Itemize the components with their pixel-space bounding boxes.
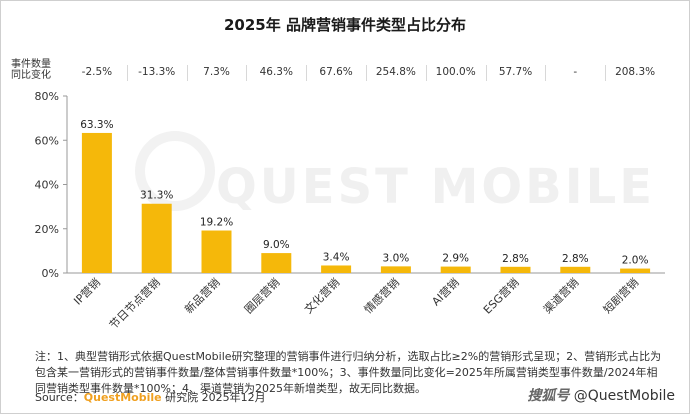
bar xyxy=(261,253,292,273)
yoy-separator xyxy=(425,65,427,81)
footnote: 注：1、典型营销形式依据QuestMobile研究整理的营销事件进行归纳分析，选… xyxy=(35,350,662,395)
data-label: 19.2% xyxy=(200,217,233,229)
data-label: 63.3% xyxy=(80,119,113,131)
yoy-separator xyxy=(186,65,188,81)
yoy-change-value: 57.7% xyxy=(498,66,533,78)
data-label: 2.8% xyxy=(562,253,589,265)
bar xyxy=(620,268,651,273)
yoy-separator xyxy=(605,65,607,81)
category-label: 节日节点营销 xyxy=(106,275,163,332)
bar xyxy=(500,266,531,273)
bar xyxy=(141,203,172,273)
y-tick-label: 40% xyxy=(35,179,59,192)
yoy-separator xyxy=(366,65,367,81)
category-label: 圈层营销 xyxy=(241,275,282,316)
brand-tag-handle: @QuestMobile xyxy=(573,388,675,404)
category-label: IP营销 xyxy=(71,275,103,307)
data-label: 3.0% xyxy=(383,252,410,264)
yoy-label-line2: 同比变化 xyxy=(11,70,51,81)
source-suffix: 研究院 2025年12月 xyxy=(161,391,266,404)
bar xyxy=(380,266,411,273)
watermark-logo xyxy=(135,131,215,211)
data-label: 2.9% xyxy=(442,253,469,265)
yoy-change-value: -13.3% xyxy=(138,66,176,78)
category-label: 渠道营销 xyxy=(540,275,581,316)
category-label: 文化营销 xyxy=(301,275,342,316)
chart-title: 2025年 品牌营销事件类型占比分布 xyxy=(224,16,466,34)
yoy-change-value: 7.3% xyxy=(203,66,230,78)
yoy-change-value: 100.0% xyxy=(435,66,476,78)
category-label: AI营销 xyxy=(429,275,462,308)
yoy-change-value: - xyxy=(573,66,578,78)
data-label: 2.0% xyxy=(622,255,649,267)
source-brand: QuestMobile xyxy=(83,391,162,404)
yoy-separator xyxy=(306,65,308,81)
brand-tag: 搜狐号 @QuestMobile xyxy=(527,385,675,405)
bar xyxy=(321,265,352,273)
sohu-logo-icon: 搜狐号 xyxy=(527,388,570,404)
bar xyxy=(560,266,591,273)
yoy-change-value: 67.6% xyxy=(319,66,353,78)
y-tick-label: 20% xyxy=(35,223,59,236)
yoy-separator xyxy=(246,65,248,81)
yoy-separator xyxy=(485,65,487,81)
data-label: 2.8% xyxy=(502,253,529,265)
data-label: 31.3% xyxy=(140,190,173,202)
y-tick-label: 80% xyxy=(35,90,59,103)
bar xyxy=(440,266,471,273)
category-label: 情感营销 xyxy=(361,275,402,316)
yoy-label-line1: 事件数量 xyxy=(11,59,51,70)
yoy-change-value: 46.3% xyxy=(259,66,293,78)
source-prefix: Source： xyxy=(35,391,84,404)
yoy-change-row: -2.5% -13.3% 7.3% 46.3% 67.6% 254.8% 100.0% 57.… xyxy=(69,63,667,81)
yoy-separator xyxy=(126,65,128,81)
y-tick-label: 0% xyxy=(42,267,59,280)
yoy-separator xyxy=(545,65,547,81)
bar xyxy=(201,230,232,273)
yoy-change-value: 208.3% xyxy=(615,66,656,78)
data-label: 3.4% xyxy=(323,251,350,263)
category-label: ESG营销 xyxy=(480,275,521,316)
watermark-text: QUEST MOBILE xyxy=(216,159,655,215)
y-tick-label: 60% xyxy=(35,134,59,147)
category-label: 短剧营销 xyxy=(600,275,641,316)
yoy-row-label: 事件数量 同比变化 xyxy=(11,59,71,81)
source-line: Source：QuestMobile 研究院 2025年12月 xyxy=(35,389,266,405)
yoy-change-value: 254.8% xyxy=(375,66,416,78)
bar xyxy=(81,132,112,273)
data-label: 9.0% xyxy=(263,239,290,251)
yoy-change-value: -2.5% xyxy=(81,66,113,78)
category-label: 新品营销 xyxy=(182,275,223,316)
